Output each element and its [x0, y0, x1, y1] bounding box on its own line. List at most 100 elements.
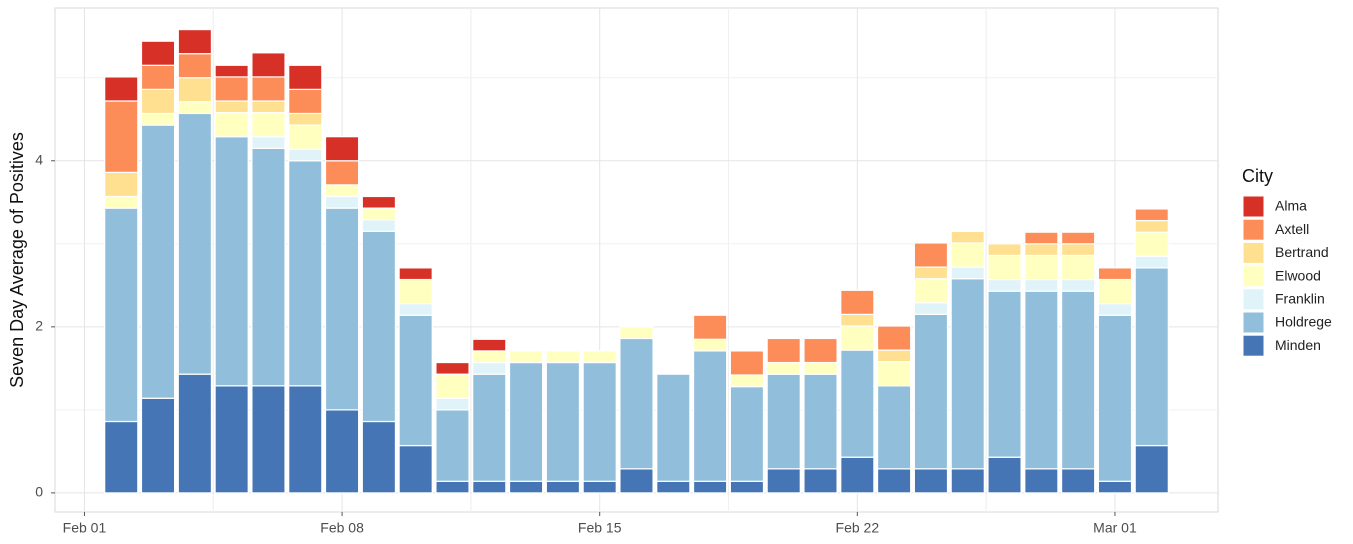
- legend-swatch: [1242, 288, 1265, 311]
- bar-segment: [177, 77, 213, 103]
- bar-segment: [472, 480, 507, 494]
- bar-segment: [435, 361, 470, 375]
- bar-segment: [324, 409, 360, 494]
- bar-segment: [251, 147, 286, 387]
- bar-segment: [1097, 278, 1133, 305]
- bar-segment: [435, 373, 470, 399]
- bar-segment: [987, 243, 1022, 257]
- bar-segment: [876, 349, 912, 363]
- bar-segment: [729, 350, 765, 376]
- bar-segment: [1024, 243, 1059, 257]
- bar-segment: [545, 480, 581, 494]
- y-tick-label: 0: [35, 484, 43, 500]
- bar-segment: [398, 444, 433, 494]
- bar-segment: [766, 373, 801, 470]
- legend-swatch: [1242, 218, 1265, 241]
- y-tick-label: 4: [35, 151, 43, 167]
- bar-segment: [288, 88, 323, 115]
- bar-segment: [766, 468, 801, 494]
- bar-segment: [840, 349, 875, 458]
- x-tick-label: Feb 22: [836, 520, 880, 536]
- legend-label: Minden: [1275, 337, 1321, 353]
- bar-segment: [803, 468, 838, 494]
- bar-segment: [803, 337, 838, 364]
- legend-swatch: [1242, 334, 1265, 357]
- bar-segment: [361, 195, 397, 209]
- bar-segment: [913, 278, 949, 304]
- bar-segment: [398, 267, 433, 281]
- bar-segment: [619, 337, 654, 470]
- bar-segment: [435, 397, 470, 411]
- bar-segment: [876, 325, 912, 351]
- bar-segment: [582, 361, 617, 482]
- y-tick-label: 2: [35, 318, 43, 334]
- legend-swatch: [1242, 241, 1265, 264]
- bar-segment: [324, 160, 360, 186]
- bar-segment: [987, 290, 1022, 458]
- bar-segment: [619, 468, 654, 494]
- bar-segment: [913, 313, 949, 470]
- bar-segment: [950, 266, 985, 280]
- legend-title: City: [1242, 166, 1273, 186]
- legend-label: Elwood: [1275, 267, 1321, 283]
- bar-segment: [840, 289, 875, 315]
- bar-segment: [950, 278, 985, 470]
- bar-segment: [251, 385, 286, 494]
- bar-segment: [987, 456, 1022, 494]
- bar-segment: [361, 207, 397, 221]
- legend-label: Holdrege: [1275, 314, 1332, 330]
- bar-segment: [950, 468, 985, 494]
- bar-segment: [582, 350, 617, 364]
- legend-label: Axtell: [1275, 221, 1309, 237]
- bar-segment: [214, 385, 249, 494]
- bar-segment: [361, 230, 397, 423]
- bar-segment: [913, 468, 949, 494]
- bar-segment: [692, 314, 728, 340]
- bar-segment: [435, 480, 470, 494]
- bar-segment: [1060, 468, 1096, 494]
- bar-segment: [288, 385, 323, 494]
- bar-segment: [876, 468, 912, 494]
- bar-segment: [692, 338, 728, 352]
- bar-segment: [104, 195, 139, 209]
- bar-segment: [876, 385, 912, 470]
- bar-segment: [214, 76, 249, 102]
- bar-segment: [803, 373, 838, 470]
- bar-segment: [950, 230, 985, 244]
- bar-segment: [619, 326, 654, 340]
- bar-segment: [1060, 254, 1096, 281]
- bar-segment: [288, 124, 323, 150]
- x-tick-label: Mar 01: [1093, 520, 1137, 536]
- bar-segment: [140, 40, 176, 66]
- bar-segment: [104, 207, 139, 423]
- bar-segment: [1024, 231, 1059, 245]
- bar-segment: [361, 420, 397, 494]
- bar-segment: [177, 112, 213, 375]
- bar-segment: [987, 278, 1022, 292]
- bar-segment: [288, 148, 323, 162]
- bar-segment: [324, 136, 360, 162]
- legend-label: Franklin: [1275, 291, 1325, 307]
- panel-border: [54, 7, 1219, 513]
- bar-segment: [140, 64, 176, 90]
- bar-segment: [104, 171, 139, 198]
- bar-segment: [729, 374, 765, 388]
- bar-segment: [508, 361, 544, 482]
- bar-segment: [1097, 480, 1133, 494]
- bar-segment: [435, 409, 470, 482]
- bar-segment: [840, 456, 875, 494]
- bar-segment: [1097, 267, 1133, 281]
- x-tick-label: Feb 15: [578, 520, 622, 536]
- bar-segment: [1134, 444, 1169, 494]
- bar-segment: [288, 160, 323, 387]
- bar-segment: [656, 373, 691, 482]
- bar-segment: [1134, 255, 1169, 269]
- bar-segment: [398, 314, 433, 447]
- bar-segment: [251, 52, 286, 78]
- bar-segment: [104, 76, 139, 102]
- bar-segment: [545, 361, 581, 482]
- bar-segment: [288, 64, 323, 90]
- bar-segment: [582, 480, 617, 494]
- bar-segment: [1060, 278, 1096, 292]
- bar-segment: [140, 112, 176, 126]
